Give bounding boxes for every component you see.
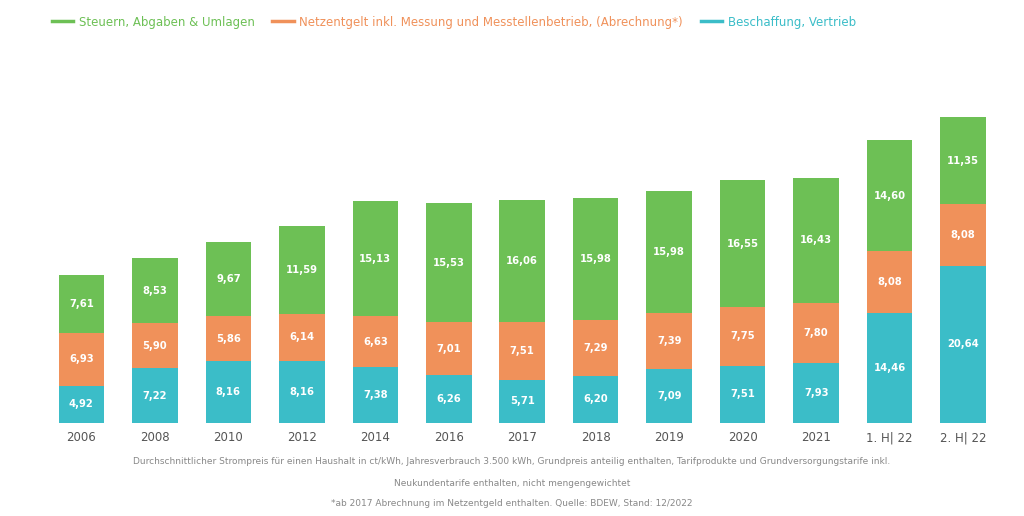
Bar — [132, 323, 177, 368]
Bar — [279, 314, 325, 361]
Bar — [279, 225, 325, 314]
Legend: Steuern, Abgaben & Umlagen, Netzentgelt inkl. Messung und Messtellenbetrieb, (Ab: Steuern, Abgaben & Umlagen, Netzentgelt … — [47, 11, 861, 34]
Bar — [206, 243, 251, 316]
Bar — [132, 368, 177, 423]
Text: 8,08: 8,08 — [950, 230, 976, 240]
Bar — [58, 333, 104, 385]
Text: 7,29: 7,29 — [584, 343, 608, 353]
Text: 8,53: 8,53 — [142, 285, 167, 296]
Text: 7,80: 7,80 — [804, 328, 828, 338]
Bar — [794, 178, 839, 303]
Text: 5,71: 5,71 — [510, 396, 535, 406]
Bar — [794, 303, 839, 363]
Bar — [940, 204, 986, 266]
Bar — [646, 191, 692, 313]
Bar — [720, 307, 766, 366]
Text: 5,90: 5,90 — [142, 341, 167, 350]
Text: 15,98: 15,98 — [653, 247, 685, 257]
Text: 7,61: 7,61 — [69, 299, 94, 309]
Bar — [206, 316, 251, 361]
Bar — [573, 376, 618, 423]
Bar — [940, 118, 986, 204]
Text: 14,46: 14,46 — [873, 363, 906, 373]
Bar — [426, 375, 471, 423]
Text: Durchschnittlicher Strompreis für einen Haushalt in ct/kWh, Jahresverbrauch 3.50: Durchschnittlicher Strompreis für einen … — [133, 457, 891, 465]
Bar — [279, 361, 325, 423]
Bar — [720, 181, 766, 307]
Text: 7,93: 7,93 — [804, 388, 828, 398]
Text: 7,51: 7,51 — [510, 346, 535, 356]
Bar — [58, 275, 104, 333]
Bar — [867, 251, 912, 313]
Text: 7,22: 7,22 — [142, 391, 167, 400]
Text: 7,09: 7,09 — [657, 391, 681, 401]
Text: 8,08: 8,08 — [878, 277, 902, 287]
Bar — [352, 316, 398, 367]
Bar — [426, 203, 471, 322]
Text: 7,38: 7,38 — [362, 390, 388, 400]
Bar — [58, 385, 104, 423]
Bar — [646, 313, 692, 369]
Bar — [646, 369, 692, 423]
Text: 7,39: 7,39 — [657, 336, 681, 346]
Text: 9,67: 9,67 — [216, 275, 241, 284]
Bar — [794, 363, 839, 423]
Text: 7,51: 7,51 — [730, 390, 755, 399]
Bar — [500, 322, 545, 380]
Bar — [573, 198, 618, 320]
Bar — [500, 200, 545, 322]
Text: 6,14: 6,14 — [289, 332, 314, 343]
Bar — [867, 313, 912, 423]
Bar — [940, 266, 986, 423]
Text: *ab 2017 Abrechnung im Netzentgeld enthalten. Quelle: BDEW, Stand: 12/2022: *ab 2017 Abrechnung im Netzentgeld entha… — [331, 499, 693, 508]
Bar — [720, 366, 766, 423]
Bar — [206, 361, 251, 423]
Text: 5,86: 5,86 — [216, 333, 241, 344]
Text: 6,26: 6,26 — [436, 394, 461, 404]
Text: 7,75: 7,75 — [730, 331, 755, 341]
Text: Neukundentarife enthalten, nicht mengengewichtet: Neukundentarife enthalten, nicht mengeng… — [394, 479, 630, 488]
Bar — [132, 258, 177, 323]
Text: 14,60: 14,60 — [873, 190, 905, 201]
Text: 11,35: 11,35 — [947, 156, 979, 166]
Bar — [867, 140, 912, 251]
Text: 6,20: 6,20 — [584, 394, 608, 405]
Bar — [500, 380, 545, 423]
Text: 4,92: 4,92 — [69, 399, 94, 409]
Text: 16,43: 16,43 — [800, 235, 833, 246]
Text: 16,06: 16,06 — [506, 256, 539, 266]
Text: 15,13: 15,13 — [359, 253, 391, 264]
Bar — [352, 367, 398, 423]
Text: 8,16: 8,16 — [290, 387, 314, 397]
Text: 15,53: 15,53 — [433, 257, 465, 268]
Text: 6,63: 6,63 — [362, 336, 388, 347]
Bar — [573, 320, 618, 376]
Bar — [352, 201, 398, 316]
Text: 16,55: 16,55 — [727, 238, 759, 249]
Bar — [426, 322, 471, 375]
Text: 7,01: 7,01 — [436, 344, 461, 353]
Text: 11,59: 11,59 — [286, 265, 317, 275]
Text: 6,93: 6,93 — [69, 354, 93, 364]
Text: 15,98: 15,98 — [580, 254, 611, 264]
Text: 8,16: 8,16 — [216, 387, 241, 397]
Text: 20,64: 20,64 — [947, 340, 979, 349]
